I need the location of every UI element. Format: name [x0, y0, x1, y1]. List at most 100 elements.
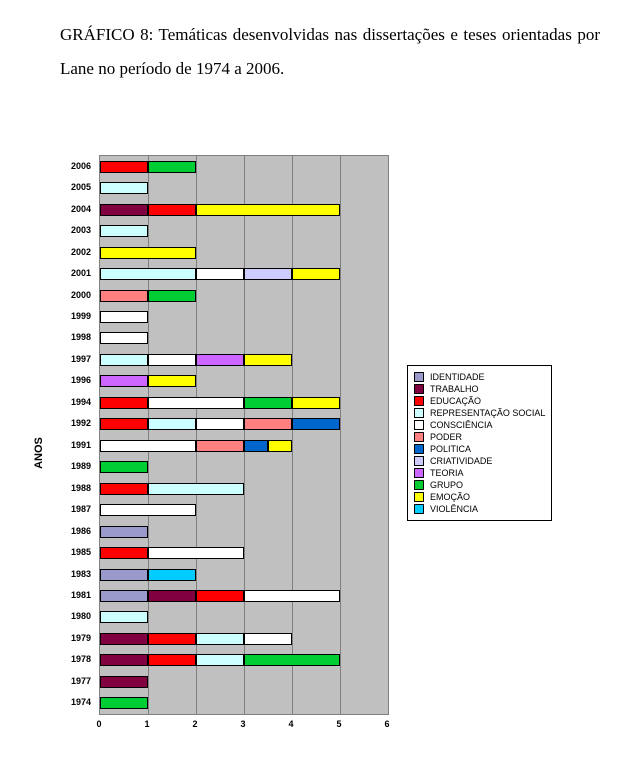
y-tick-label: 2003 — [71, 225, 91, 235]
bar-row — [100, 569, 196, 581]
legend-swatch — [414, 432, 424, 442]
page: GRÁFICO 8: Temáticas desenvolvidas nas d… — [0, 0, 640, 770]
bar-segment — [196, 654, 244, 666]
y-tick-label: 1978 — [71, 654, 91, 664]
bar-row — [100, 526, 148, 538]
x-tick-label: 6 — [384, 719, 389, 729]
y-tick-container: 2006200520042003200220012000199919981997… — [55, 155, 97, 715]
legend-label: CRIATIVIDADE — [430, 456, 492, 466]
bar-row — [100, 697, 148, 709]
y-tick-label: 2005 — [71, 182, 91, 192]
bar-row — [100, 268, 340, 280]
bar-segment — [244, 654, 340, 666]
bar-segment — [148, 204, 196, 216]
bar-segment — [148, 654, 196, 666]
legend-swatch — [414, 480, 424, 490]
y-tick-label: 1986 — [71, 526, 91, 536]
legend-swatch — [414, 468, 424, 478]
gridline — [340, 156, 341, 714]
legend-swatch — [414, 504, 424, 514]
y-tick-label: 2004 — [71, 204, 91, 214]
bar-segment — [196, 590, 244, 602]
legend: IDENTIDADE TRABALHO EDUCAÇÃO REPRESENTAÇÃO … — [407, 365, 552, 521]
bar-segment — [100, 547, 148, 559]
legend-swatch — [414, 396, 424, 406]
bar-row — [100, 204, 340, 216]
legend-label: POLITICA — [430, 444, 471, 454]
legend-item: EDUCAÇÃO — [414, 396, 545, 406]
bar-segment — [148, 418, 196, 430]
legend-label: IDENTIDADE — [430, 372, 485, 382]
bar-segment — [100, 268, 196, 280]
bar-segment — [100, 633, 148, 645]
legend-label: PODER — [430, 432, 462, 442]
y-tick-label: 1998 — [71, 332, 91, 342]
bar-row — [100, 611, 148, 623]
bar-segment — [100, 676, 148, 688]
bar-row — [100, 633, 292, 645]
bar-segment — [148, 633, 196, 645]
legend-label: GRUPO — [430, 480, 463, 490]
y-tick-label: 1989 — [71, 461, 91, 471]
bar-segment — [100, 182, 148, 194]
bar-segment — [292, 268, 340, 280]
chart: ANOS 20062005200420032002200120001999199… — [55, 155, 595, 750]
bar-row — [100, 461, 148, 473]
legend-item: REPRESENTAÇÃO SOCIAL — [414, 408, 545, 418]
bar-segment — [196, 440, 244, 452]
bar-row — [100, 290, 196, 302]
legend-swatch — [414, 444, 424, 454]
bar-segment — [100, 290, 148, 302]
bar-segment — [100, 225, 148, 237]
bar-segment — [100, 569, 148, 581]
legend-label: EDUCAÇÃO — [430, 396, 481, 406]
bar-row — [100, 332, 148, 344]
y-tick-label: 2006 — [71, 161, 91, 171]
bar-row — [100, 418, 340, 430]
legend-swatch — [414, 384, 424, 394]
y-tick-label: 1983 — [71, 569, 91, 579]
gridline — [292, 156, 293, 714]
bar-segment — [244, 397, 292, 409]
bar-segment — [100, 440, 196, 452]
bar-row — [100, 397, 340, 409]
y-tick-label: 2001 — [71, 268, 91, 278]
bar-segment — [196, 633, 244, 645]
legend-item: GRUPO — [414, 480, 545, 490]
bar-segment — [100, 354, 148, 366]
bar-segment — [100, 654, 148, 666]
bar-segment — [196, 268, 244, 280]
legend-item: CRIATIVIDADE — [414, 456, 545, 466]
bar-segment — [100, 397, 148, 409]
x-tick-label: 0 — [96, 719, 101, 729]
y-tick-label: 1992 — [71, 418, 91, 428]
x-tick-label: 1 — [144, 719, 149, 729]
bar-segment — [100, 204, 148, 216]
bar-segment — [196, 418, 244, 430]
y-tick-label: 1981 — [71, 590, 91, 600]
bar-row — [100, 225, 148, 237]
legend-label: TRABALHO — [430, 384, 479, 394]
y-tick-label: 1974 — [71, 697, 91, 707]
y-tick-label: 2000 — [71, 290, 91, 300]
bar-segment — [148, 547, 244, 559]
legend-item: TRABALHO — [414, 384, 545, 394]
bar-segment — [100, 247, 196, 259]
legend-label: REPRESENTAÇÃO SOCIAL — [430, 408, 545, 418]
legend-swatch — [414, 492, 424, 502]
legend-label: VIOLÊNCIA — [430, 504, 478, 514]
bar-segment — [100, 332, 148, 344]
bar-row — [100, 676, 148, 688]
bar-row — [100, 590, 340, 602]
bar-segment — [100, 611, 148, 623]
bar-segment — [100, 697, 148, 709]
legend-label: EMOÇÃO — [430, 492, 470, 502]
y-tick-label: 1980 — [71, 611, 91, 621]
y-axis-label: ANOS — [33, 437, 45, 469]
legend-swatch — [414, 456, 424, 466]
y-tick-label: 1999 — [71, 311, 91, 321]
bar-segment — [196, 354, 244, 366]
bar-segment — [244, 354, 292, 366]
bar-row — [100, 311, 148, 323]
bar-row — [100, 440, 292, 452]
